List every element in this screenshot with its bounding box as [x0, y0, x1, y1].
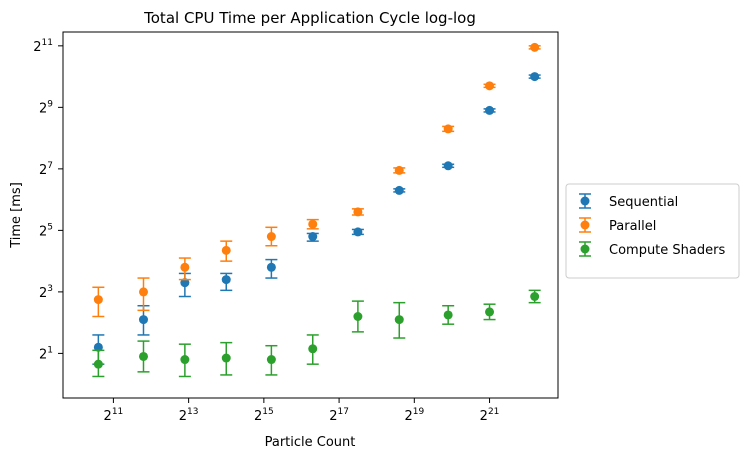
data-point — [308, 344, 318, 354]
data-point — [308, 219, 318, 229]
y-tick-base: 2 — [33, 40, 41, 55]
x-tick-base: 2 — [179, 409, 187, 424]
x-tick-exponent: 17 — [338, 407, 349, 417]
x-tick-label: 211 — [104, 407, 124, 424]
y-tick-label: 23 — [39, 284, 53, 301]
legend: Sequential Parallel Compute Shaders — [565, 183, 740, 279]
data-point — [443, 310, 453, 320]
data-point — [443, 161, 453, 171]
data-point — [138, 315, 148, 325]
y-tick-exponent: 5 — [47, 222, 53, 232]
y-tick-exponent: 1 — [47, 345, 53, 355]
x-tick-label: 213 — [179, 407, 199, 424]
legend-item: Compute Shaders — [579, 241, 725, 258]
y-tick-base: 2 — [39, 224, 47, 239]
x-tick-base: 2 — [329, 409, 337, 424]
data-point — [394, 185, 404, 195]
y-tick-label: 27 — [39, 161, 53, 178]
data-point — [180, 278, 190, 288]
data-point — [266, 262, 276, 272]
data-point — [530, 72, 540, 82]
x-tick-exponent: 13 — [187, 407, 198, 417]
y-tick-label: 211 — [33, 38, 53, 55]
legend-label: Parallel — [609, 219, 656, 234]
legend-marker — [580, 196, 590, 206]
data-point — [530, 42, 540, 52]
series-sequential — [92, 72, 541, 365]
y-axis-label: Time [ms] — [9, 182, 24, 249]
y-tick-exponent: 3 — [47, 284, 53, 294]
x-tick-label: 217 — [329, 407, 349, 424]
data-point — [394, 315, 404, 325]
legend-label: Compute Shaders — [609, 243, 725, 258]
y-tick-base: 2 — [39, 101, 47, 116]
data-point — [138, 351, 148, 361]
data-point — [221, 245, 231, 255]
y-tick-exponent: 9 — [47, 99, 53, 109]
x-tick-label: 221 — [480, 407, 500, 424]
y-tick-exponent: 7 — [47, 161, 53, 171]
y-tick-label: 25 — [39, 222, 53, 239]
series-compute-shaders — [92, 289, 541, 378]
plot-frame — [62, 31, 559, 399]
y-tick-exponent: 11 — [42, 38, 53, 48]
data-point — [530, 292, 540, 302]
legend-marker — [580, 220, 590, 230]
data-point — [485, 81, 495, 91]
data-point — [353, 227, 363, 237]
series-parallel — [92, 42, 541, 318]
x-axis: 211 213 215 217 219 221 — [104, 398, 500, 424]
x-tick-exponent: 11 — [112, 407, 123, 417]
data-point — [93, 342, 103, 352]
data-point — [353, 311, 363, 321]
y-tick-base: 2 — [39, 347, 47, 362]
x-tick-base: 2 — [480, 409, 488, 424]
data-point — [443, 124, 453, 134]
x-axis-label: Particle Count — [265, 435, 356, 450]
plot-area — [92, 42, 541, 378]
x-tick-base: 2 — [254, 409, 262, 424]
data-point — [180, 262, 190, 272]
x-tick-label: 215 — [254, 407, 274, 424]
legend-item: Parallel — [579, 217, 656, 234]
x-tick-label: 219 — [404, 407, 424, 424]
data-point — [221, 353, 231, 363]
legend-label: Sequential — [609, 195, 678, 210]
x-tick-exponent: 19 — [413, 407, 425, 417]
legend-item: Sequential — [579, 193, 678, 210]
data-point — [308, 232, 318, 242]
data-point — [221, 275, 231, 285]
y-tick-label: 21 — [39, 345, 53, 362]
data-point — [485, 105, 495, 115]
data-point — [93, 295, 103, 305]
chart-title: Total CPU Time per Application Cycle log… — [143, 9, 476, 27]
data-point — [353, 207, 363, 217]
data-point — [266, 232, 276, 242]
x-tick-exponent: 21 — [488, 407, 499, 417]
legend-marker — [580, 244, 590, 254]
x-tick-base: 2 — [104, 409, 112, 424]
data-point — [180, 355, 190, 365]
data-point — [93, 359, 103, 369]
x-tick-exponent: 15 — [262, 407, 273, 417]
data-point — [266, 355, 276, 365]
x-tick-base: 2 — [404, 409, 412, 424]
y-tick-base: 2 — [39, 163, 47, 178]
legend-box — [565, 183, 740, 279]
data-point — [485, 307, 495, 317]
data-point — [138, 287, 148, 297]
y-tick-base: 2 — [39, 286, 47, 301]
y-tick-label: 29 — [39, 99, 53, 116]
data-point — [394, 165, 404, 175]
